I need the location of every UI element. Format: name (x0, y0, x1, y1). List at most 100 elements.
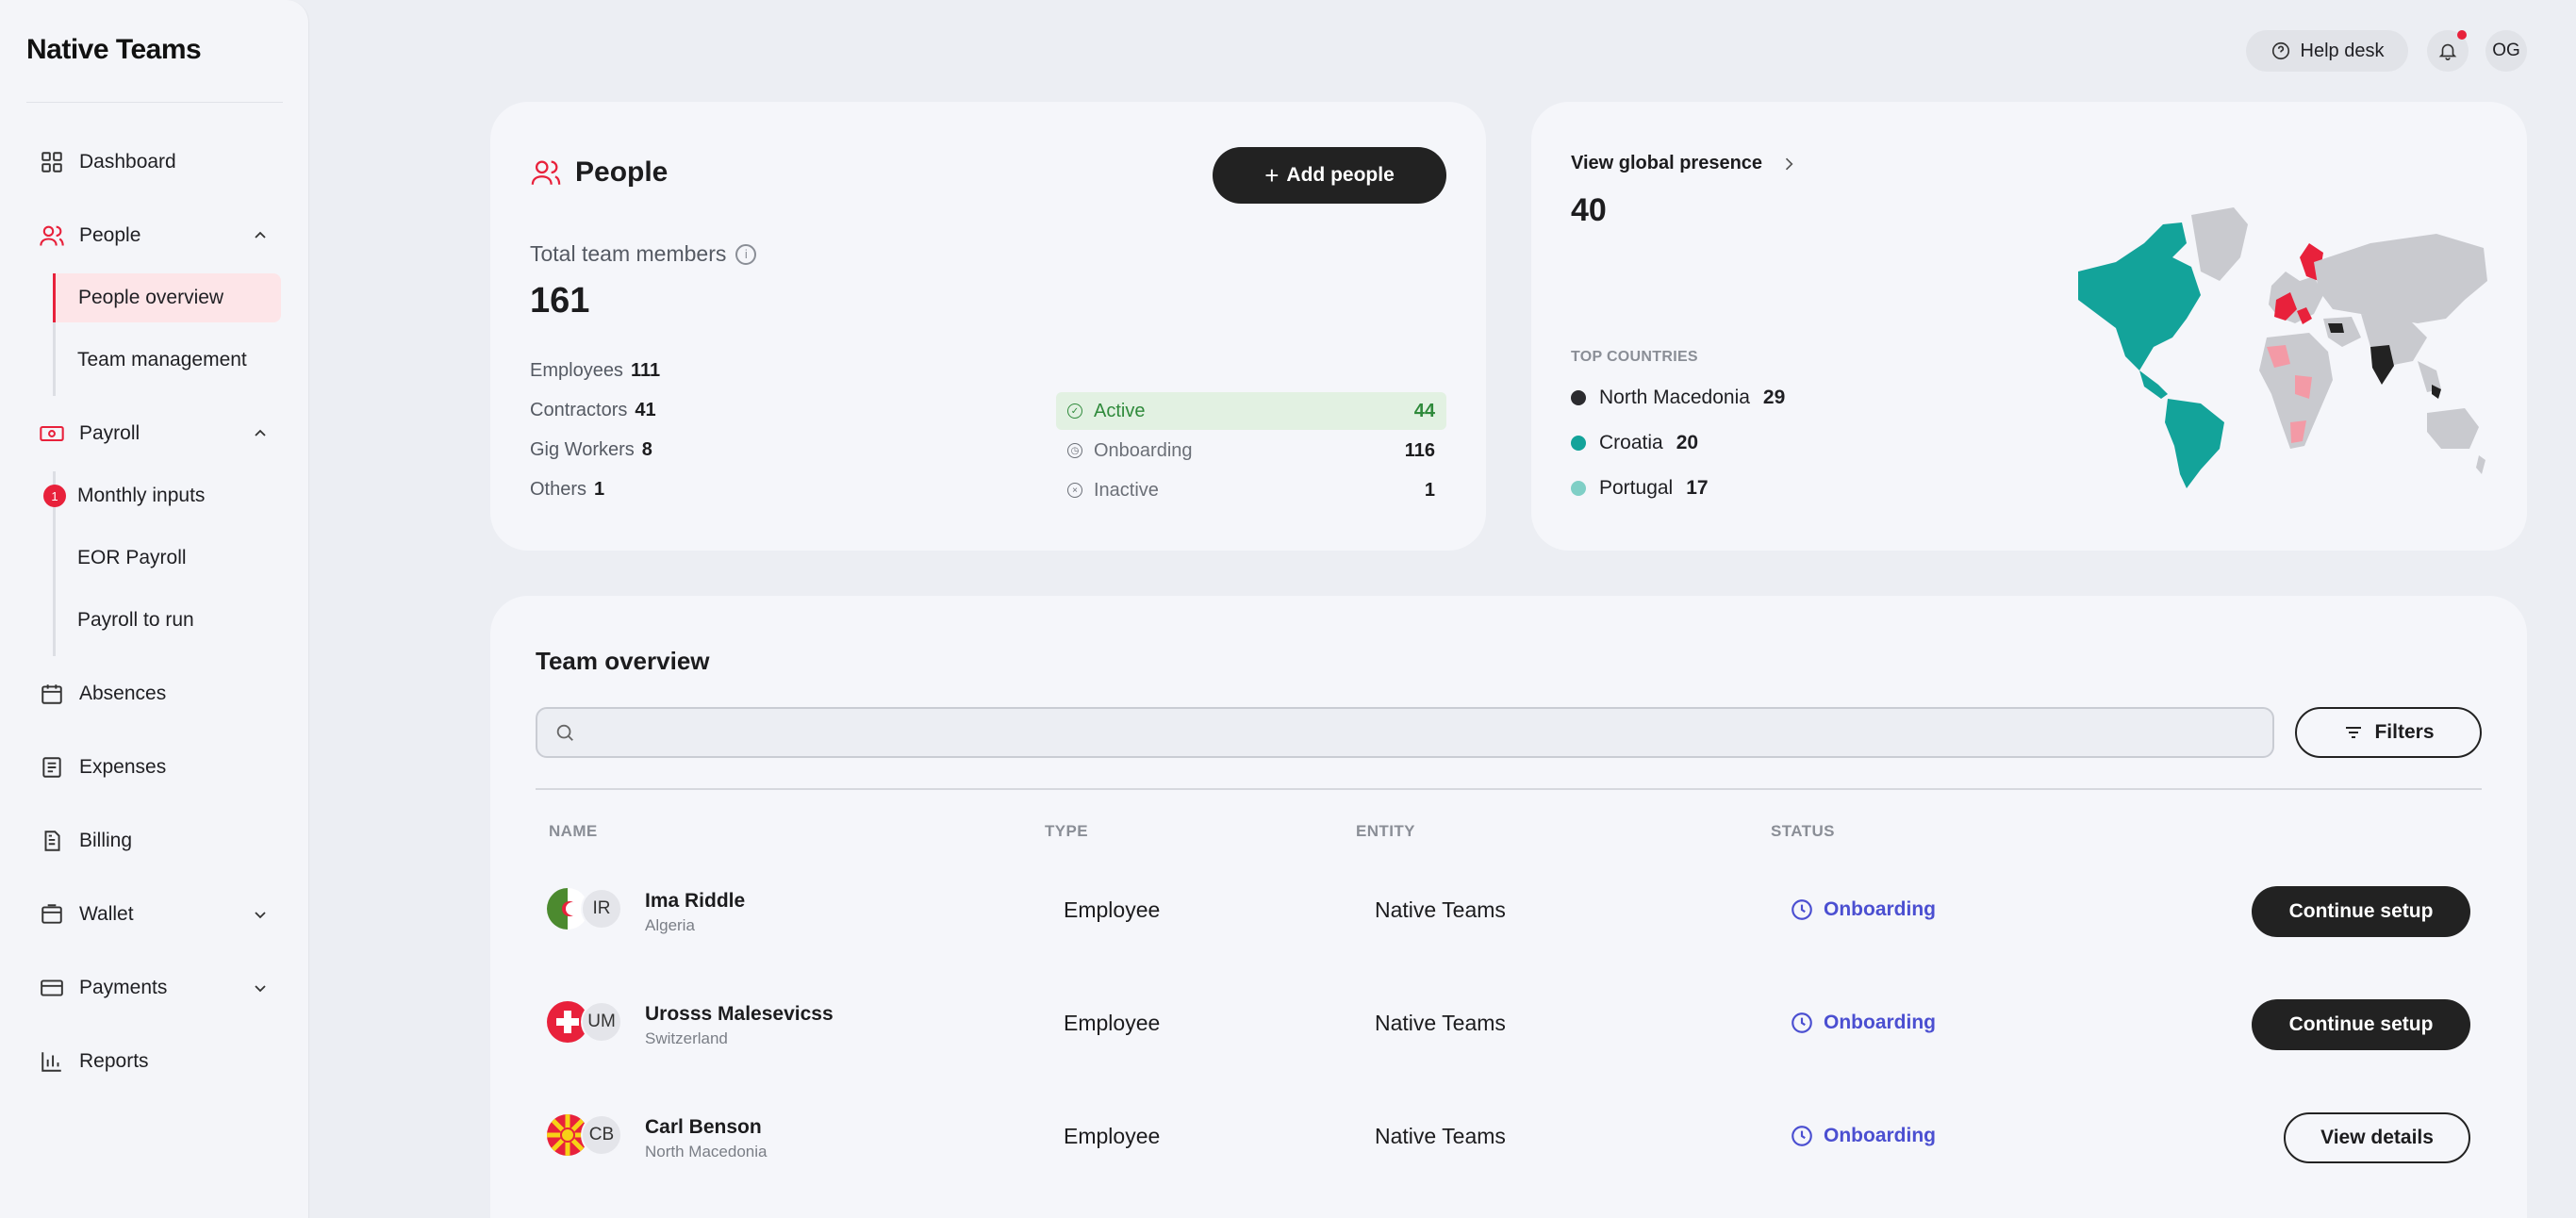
add-people-button[interactable]: + Add people (1213, 147, 1446, 204)
person-country: Switzerland (645, 1029, 728, 1047)
sidebar-item-label: Absences (79, 683, 167, 704)
submenu-line (53, 273, 56, 396)
people-title-text: People (575, 156, 669, 188)
status-badge: Onboarding (1790, 1011, 1936, 1035)
stat-employees: Employees 111 (530, 360, 661, 381)
app-logo[interactable]: Native Teams (26, 34, 202, 65)
sidebar-item-reports[interactable]: Reports (38, 1043, 272, 1080)
add-people-label: Add people (1286, 164, 1395, 186)
chevron-right-icon (1785, 157, 1793, 170)
notifications-button[interactable] (2427, 30, 2469, 72)
calendar-icon (38, 680, 66, 708)
country-portugal: Portugal 17 (1571, 477, 1709, 500)
bar-chart-icon (38, 1047, 66, 1076)
continue-setup-button[interactable]: Continue setup (2252, 886, 2470, 937)
sidebar-subitem-team-management[interactable]: Team management (77, 349, 247, 370)
search-input[interactable] (586, 721, 2246, 744)
sidebar-item-payroll[interactable]: Payroll (38, 415, 272, 453)
sidebar-item-billing[interactable]: Billing (38, 822, 272, 860)
help-desk-button[interactable]: Help desk (2246, 30, 2408, 72)
table-row[interactable]: UM Urosss Malesevicss Switzerland Employ… (536, 975, 2482, 1069)
sidebar-subitem-payroll-to-run[interactable]: Payroll to run (77, 609, 194, 631)
person-country: North Macedonia (645, 1143, 768, 1160)
person-name[interactable]: Ima Riddle (645, 890, 746, 912)
total-members-label: Total team members i (530, 241, 757, 267)
global-presence-value: 40 (1571, 192, 1607, 228)
check-circle-icon: ✓ (1067, 403, 1082, 419)
table-row[interactable]: CB Carl Benson North Macedonia Employee … (536, 1088, 2482, 1182)
legend-dot (1571, 390, 1586, 405)
person-type: Employee (1064, 1124, 1161, 1148)
sidebar-subitem-people-overview[interactable]: People overview (53, 273, 281, 322)
receipt-icon (38, 753, 66, 782)
notification-dot (2457, 30, 2467, 40)
chevron-up-icon[interactable] (249, 422, 272, 445)
search-box[interactable] (536, 707, 2274, 758)
sidebar-item-label: Wallet (79, 903, 134, 925)
sidebar-item-people[interactable]: People (38, 217, 272, 255)
team-overview-card: Team overview Filters NAME TYPE ENTITY S… (490, 596, 2527, 1218)
user-avatar[interactable]: OG (2485, 30, 2527, 72)
sidebar-item-label: Payroll (79, 422, 140, 444)
view-global-presence-link[interactable]: View global presence (1571, 153, 1798, 174)
person-name[interactable]: Urosss Malesevicss (645, 1003, 834, 1025)
sidebar-item-label: Reports (79, 1050, 149, 1072)
chevron-down-icon[interactable] (249, 903, 272, 926)
world-map[interactable] (2059, 206, 2487, 488)
info-icon[interactable]: i (735, 243, 757, 265)
status-onboarding[interactable]: ◷ Onboarding 116 (1056, 432, 1446, 469)
person-entity: Native Teams (1375, 897, 1506, 922)
global-presence-title: View global presence (1571, 153, 1763, 173)
sidebar-subitem-monthly-inputs[interactable]: Monthly inputs (77, 485, 206, 506)
avatar: CB (581, 1114, 622, 1156)
filters-label: Filters (2374, 721, 2435, 743)
sidebar-item-dashboard[interactable]: Dashboard (38, 143, 272, 181)
notification-badge: 1 (43, 485, 66, 507)
sidebar-item-wallet[interactable]: Wallet (38, 896, 272, 933)
filters-button[interactable]: Filters (2295, 707, 2482, 758)
plus-icon: + (1264, 160, 1280, 189)
status-badge: Onboarding (1790, 897, 1936, 922)
north-macedonia-flag-icon (547, 1114, 588, 1156)
sidebar-item-payments[interactable]: Payments (38, 969, 272, 1007)
sidebar-item-absences[interactable]: Absences (38, 675, 272, 713)
team-overview-title: Team overview (536, 647, 710, 675)
sidebar-subitem-eor-payroll[interactable]: EOR Payroll (77, 547, 187, 568)
sidebar-item-label: Dashboard (79, 151, 176, 173)
help-desk-label: Help desk (2300, 40, 2385, 61)
filter-icon (2346, 727, 2362, 738)
sidebar-item-label: Billing (79, 830, 133, 851)
person-country: Algeria (645, 916, 695, 934)
users-icon (531, 160, 561, 185)
search-icon (556, 724, 573, 741)
column-header-status[interactable]: STATUS (1771, 822, 1835, 840)
column-header-name[interactable]: NAME (549, 822, 598, 840)
avatar: UM (581, 1001, 622, 1043)
sidebar-item-label: Payments (79, 977, 168, 998)
total-members-text: Total team members (530, 241, 727, 266)
chevron-up-icon[interactable] (249, 224, 272, 247)
column-header-entity[interactable]: ENTITY (1356, 822, 1415, 840)
person-name[interactable]: Carl Benson (645, 1116, 762, 1138)
legend-dot (1571, 436, 1586, 451)
continue-setup-button[interactable]: Continue setup (2252, 999, 2470, 1050)
chevron-down-icon[interactable] (249, 977, 272, 999)
legend-dot (1571, 481, 1586, 496)
view-details-button[interactable]: View details (2284, 1112, 2470, 1163)
switzerland-flag-icon (547, 1001, 588, 1043)
table-divider (536, 788, 2482, 790)
banknote-icon (38, 420, 66, 448)
users-icon (38, 222, 66, 250)
status-inactive[interactable]: × Inactive 1 (1056, 471, 1446, 509)
table-row[interactable]: IR Ima Riddle Algeria Employee Native Te… (536, 862, 2482, 956)
clock-icon (1792, 1126, 1812, 1146)
people-card: People + Add people Total team members i… (490, 102, 1486, 551)
person-type: Employee (1064, 897, 1161, 922)
stat-others: Others 1 (530, 479, 605, 500)
column-header-type[interactable]: TYPE (1045, 822, 1089, 840)
sidebar-item-expenses[interactable]: Expenses (38, 749, 272, 786)
global-presence-card: View global presence 40 TOP COUNTRIES No… (1531, 102, 2527, 551)
stat-contractors: Contractors 41 (530, 400, 656, 420)
submenu-line (53, 471, 56, 656)
status-active[interactable]: ✓ Active 44 (1056, 392, 1446, 430)
